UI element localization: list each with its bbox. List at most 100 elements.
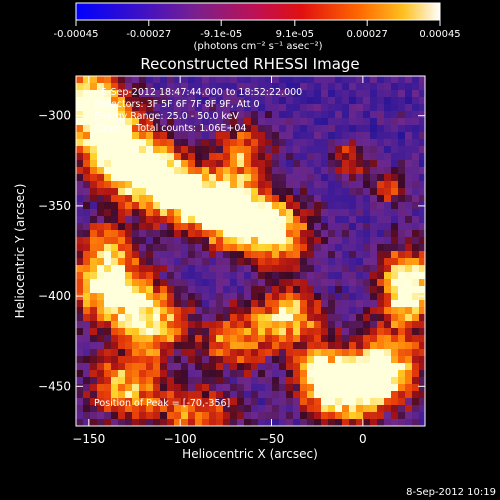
heatmap-cell bbox=[160, 83, 167, 90]
heatmap-cell bbox=[349, 139, 356, 146]
heatmap-cell bbox=[244, 111, 251, 118]
heatmap-cell bbox=[230, 181, 237, 188]
heatmap-cell bbox=[118, 314, 125, 321]
heatmap-cell bbox=[335, 251, 342, 258]
heatmap-cell bbox=[125, 83, 132, 90]
heatmap-cell bbox=[111, 314, 118, 321]
heatmap-cell bbox=[111, 237, 118, 244]
heatmap-cell bbox=[293, 132, 300, 139]
heatmap-cell bbox=[286, 111, 293, 118]
heatmap-cell bbox=[356, 335, 363, 342]
heatmap-cell bbox=[209, 237, 216, 244]
heatmap-cell bbox=[405, 321, 412, 328]
heatmap-cell bbox=[104, 356, 111, 363]
heatmap-cell bbox=[419, 370, 425, 377]
heatmap-cell bbox=[251, 251, 258, 258]
heatmap-cell bbox=[321, 181, 328, 188]
heatmap-cell bbox=[90, 314, 97, 321]
heatmap-cell bbox=[258, 216, 265, 223]
heatmap-cell bbox=[328, 342, 335, 349]
heatmap-cell bbox=[377, 377, 384, 384]
heatmap-cell bbox=[419, 279, 425, 286]
heatmap-cell bbox=[391, 328, 398, 335]
heatmap-cell bbox=[349, 300, 356, 307]
heatmap-cell bbox=[244, 216, 251, 223]
heatmap-cell bbox=[328, 328, 335, 335]
heatmap-cell bbox=[76, 97, 83, 104]
heatmap-cell bbox=[83, 356, 90, 363]
heatmap-cell bbox=[279, 223, 286, 230]
heatmap-cell bbox=[265, 384, 272, 391]
heatmap-cell bbox=[76, 321, 83, 328]
heatmap-cell bbox=[258, 370, 265, 377]
heatmap-cell bbox=[125, 97, 132, 104]
heatmap-cell bbox=[188, 181, 195, 188]
heatmap-cell bbox=[237, 377, 244, 384]
heatmap-cell bbox=[181, 398, 188, 405]
heatmap-cell bbox=[384, 188, 391, 195]
heatmap-cell bbox=[398, 251, 405, 258]
heatmap-cell bbox=[258, 244, 265, 251]
heatmap-cell bbox=[195, 321, 202, 328]
heatmap-cell bbox=[104, 265, 111, 272]
heatmap-cell bbox=[244, 307, 251, 314]
heatmap-cell bbox=[377, 104, 384, 111]
heatmap-cell bbox=[335, 195, 342, 202]
heatmap-cell bbox=[174, 188, 181, 195]
heatmap-cell bbox=[279, 237, 286, 244]
heatmap-cell bbox=[328, 139, 335, 146]
heatmap-cell bbox=[132, 216, 139, 223]
heatmap-cell bbox=[111, 370, 118, 377]
heatmap-cell bbox=[160, 293, 167, 300]
heatmap-cell bbox=[279, 419, 286, 426]
heatmap-cell bbox=[97, 370, 104, 377]
heatmap-cell bbox=[216, 125, 223, 132]
heatmap-cell bbox=[125, 90, 132, 97]
heatmap-cell bbox=[384, 195, 391, 202]
heatmap-cell bbox=[146, 174, 153, 181]
colorbar-tick-label: 0.00027 bbox=[347, 29, 388, 40]
heatmap-cell bbox=[111, 153, 118, 160]
heatmap-cell bbox=[132, 174, 139, 181]
heatmap-cell bbox=[279, 83, 286, 90]
heatmap-cell bbox=[209, 314, 216, 321]
heatmap-cell bbox=[286, 258, 293, 265]
heatmap-cell bbox=[377, 146, 384, 153]
heatmap-cell bbox=[265, 258, 272, 265]
heatmap-cell bbox=[188, 111, 195, 118]
heatmap-cell bbox=[230, 244, 237, 251]
heatmap-cell bbox=[272, 160, 279, 167]
heatmap-cell bbox=[314, 286, 321, 293]
heatmap-cell bbox=[223, 188, 230, 195]
heatmap-cell bbox=[167, 412, 174, 419]
heatmap-cell bbox=[258, 363, 265, 370]
heatmap-cell bbox=[132, 419, 139, 426]
heatmap-cell bbox=[181, 258, 188, 265]
heatmap-cell bbox=[356, 111, 363, 118]
heatmap-cell bbox=[244, 167, 251, 174]
heatmap-cell bbox=[258, 321, 265, 328]
heatmap-cell bbox=[111, 90, 118, 97]
heatmap-cell bbox=[370, 104, 377, 111]
heatmap-cell bbox=[83, 384, 90, 391]
heatmap-cell bbox=[167, 405, 174, 412]
heatmap-cell bbox=[90, 391, 97, 398]
heatmap-cell bbox=[377, 230, 384, 237]
heatmap-cell bbox=[230, 321, 237, 328]
heatmap-cell bbox=[412, 111, 419, 118]
heatmap-cell bbox=[335, 370, 342, 377]
y-tick-label: −350 bbox=[38, 199, 71, 213]
heatmap-cell bbox=[412, 279, 419, 286]
heatmap-cell bbox=[349, 90, 356, 97]
heatmap-cell bbox=[132, 111, 139, 118]
heatmap-cell bbox=[377, 174, 384, 181]
heatmap-cell bbox=[342, 244, 349, 251]
heatmap-cell bbox=[363, 181, 370, 188]
heatmap-cell bbox=[146, 83, 153, 90]
heatmap-cell bbox=[237, 398, 244, 405]
heatmap-cell bbox=[321, 405, 328, 412]
heatmap-cell bbox=[370, 265, 377, 272]
heatmap-cell bbox=[209, 363, 216, 370]
heatmap-cell bbox=[90, 181, 97, 188]
heatmap-cell bbox=[202, 174, 209, 181]
